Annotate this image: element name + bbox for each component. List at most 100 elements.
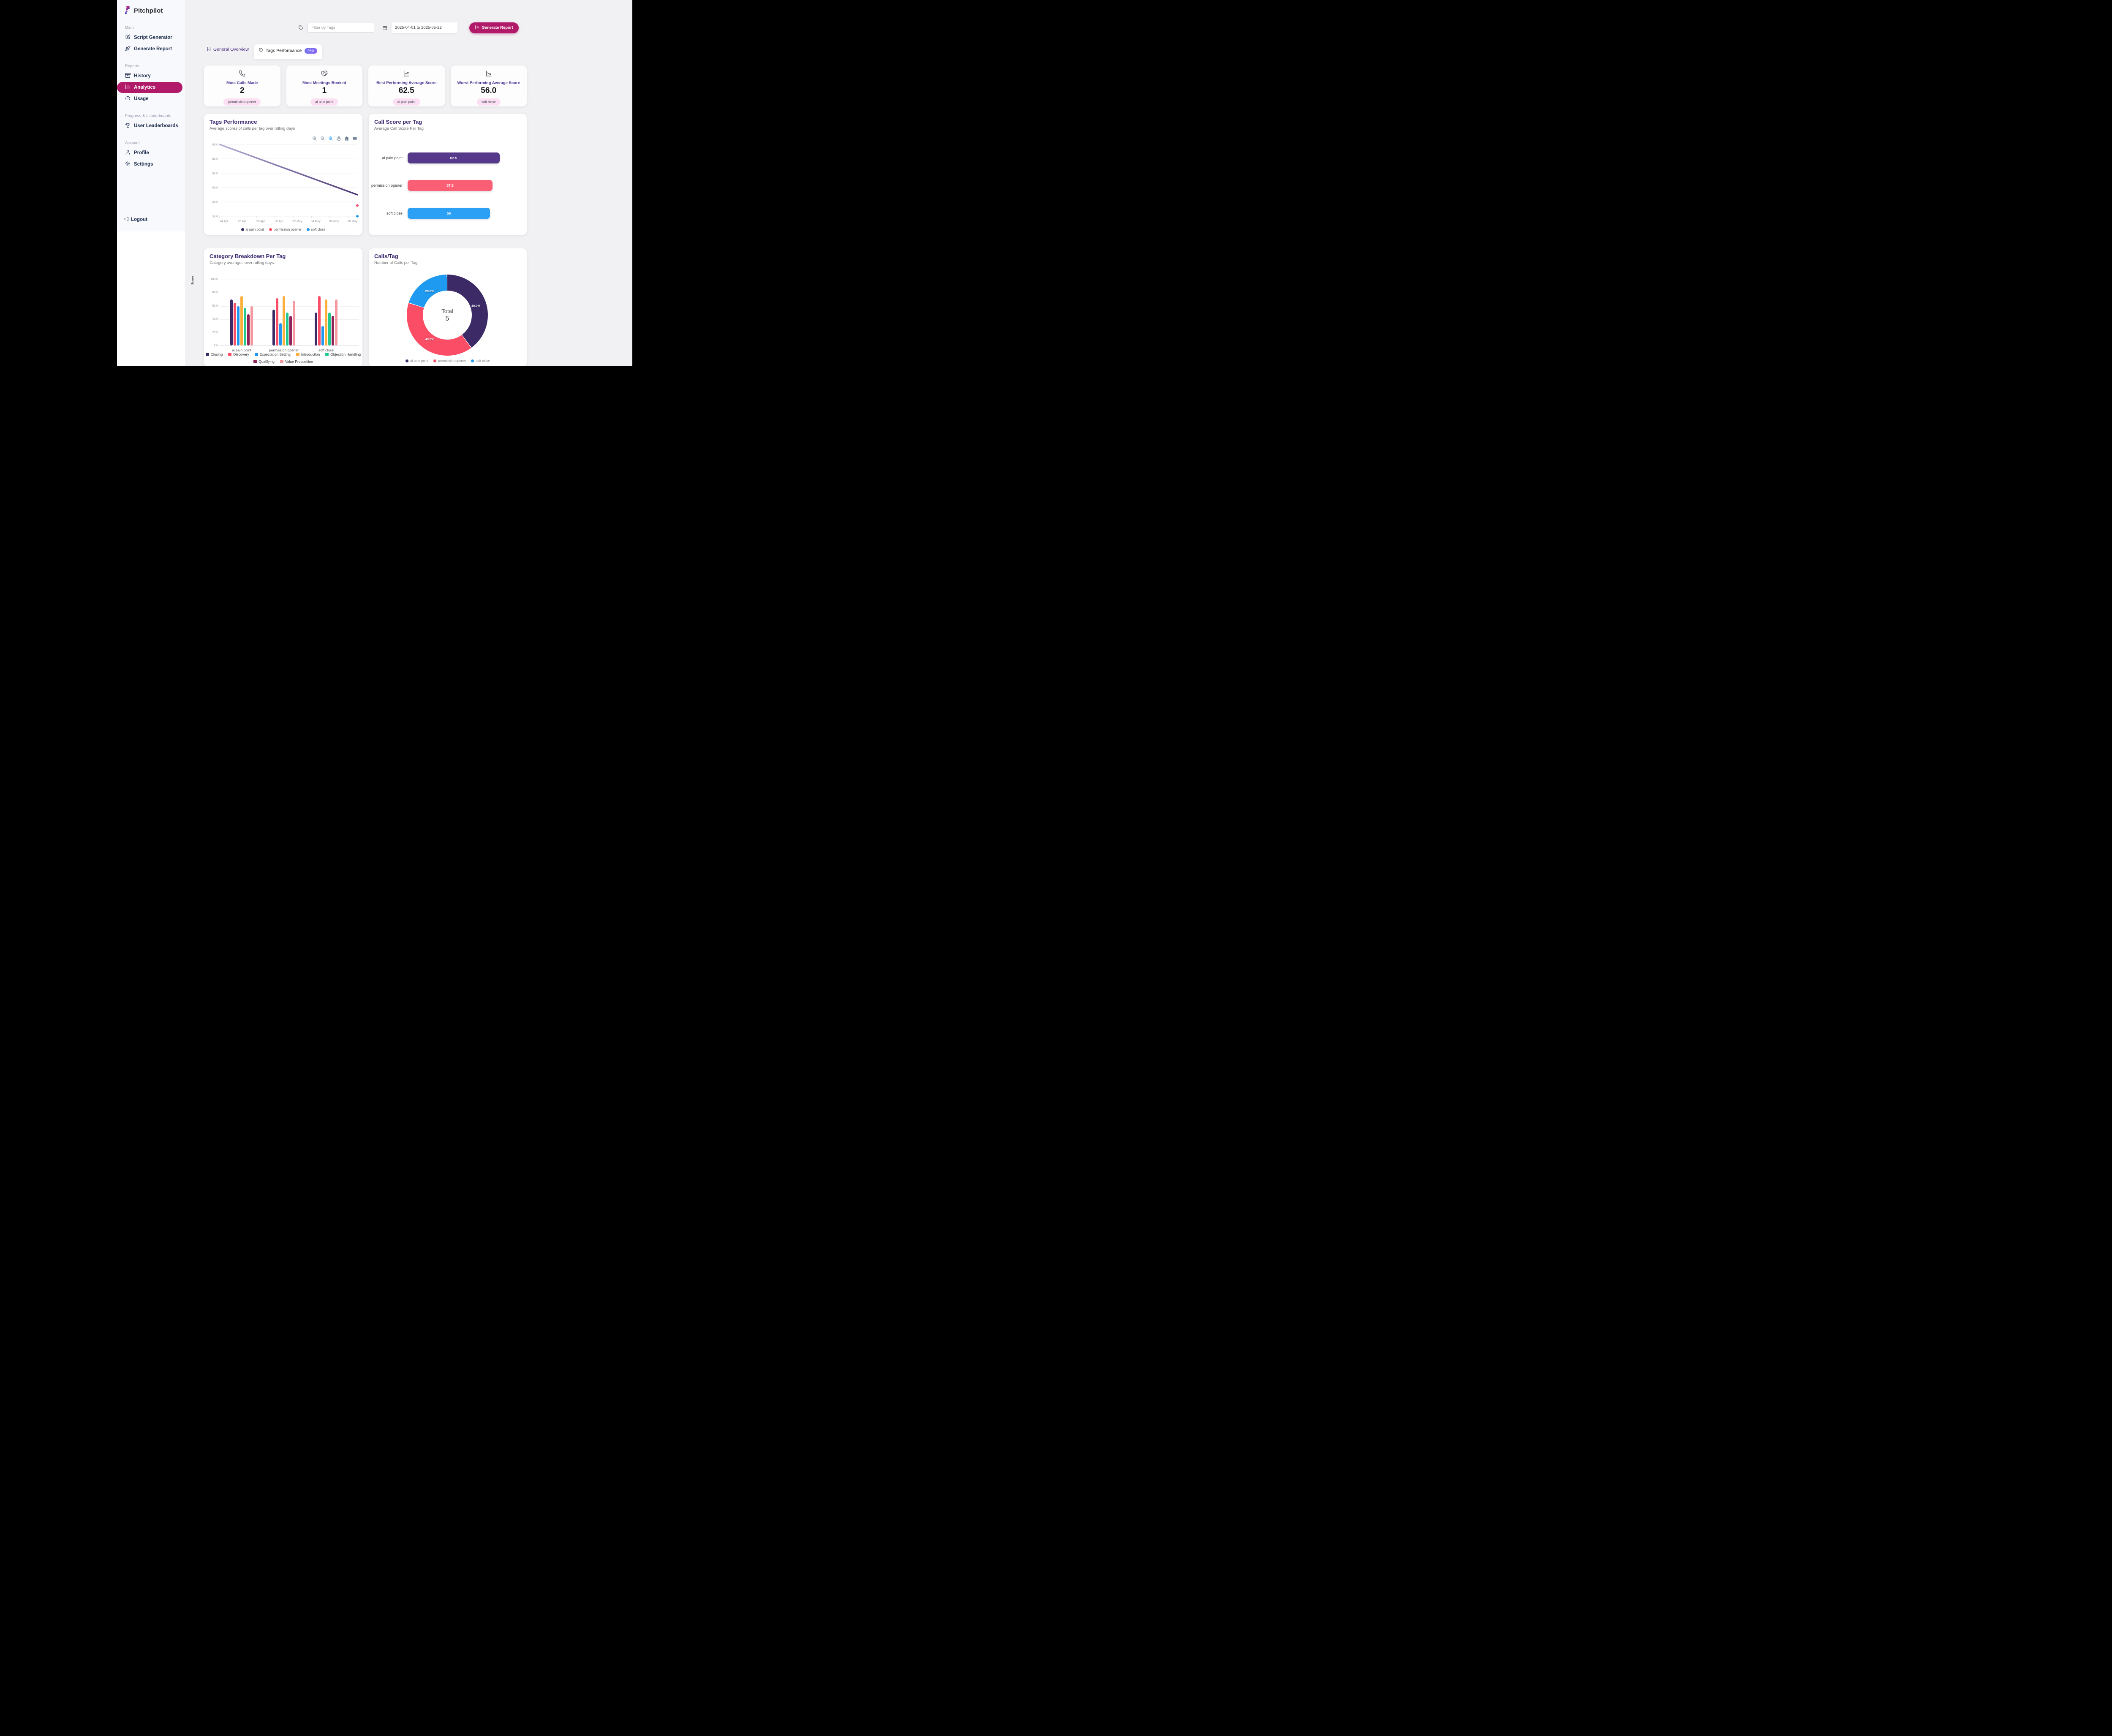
legend-item-Qualifying[interactable]: Qualifying [253, 359, 275, 364]
bar-Discovery [276, 298, 278, 346]
legend-label: Value Proposition [285, 359, 313, 364]
stat-card-value: 2 [240, 86, 245, 95]
bar-Qualifying [247, 314, 250, 346]
y-tick-label: 80.0 [212, 291, 218, 294]
svg-text:62.0: 62.0 [212, 172, 218, 175]
x-category-label: permission opener [269, 348, 299, 352]
svg-text:06 May: 06 May [329, 220, 339, 223]
selection-zoom-icon[interactable] [328, 136, 333, 141]
legend-item-ai-pain-point[interactable]: ai pain point [241, 228, 264, 231]
hbar-row-bar: 56 [408, 208, 490, 219]
stat-card-tag-badge: ai pain point [392, 98, 420, 106]
app-logo: Pitchpilot [117, 0, 185, 16]
tab-general-overview[interactable]: General Overview [204, 46, 254, 56]
hbar-row-label: soft close [386, 211, 403, 215]
call-score-per-tag-card: Call Score per Tag Average Call Score Pe… [369, 114, 527, 235]
handshake-icon [321, 70, 328, 79]
sidebar-item-label: Generate Report [134, 46, 172, 52]
legend-label: permission opener [438, 359, 466, 363]
legend-item-permission-opener[interactable]: permission opener [433, 359, 466, 363]
sidebar-item-history[interactable]: History [117, 71, 185, 82]
svg-text:56.0: 56.0 [212, 215, 218, 218]
sidebar-item-script-generator[interactable]: Script Generator [117, 32, 185, 43]
legend-item-soft-close[interactable]: soft close [471, 359, 490, 363]
legend-item-Discovery[interactable]: Discovery [228, 352, 249, 356]
donut-slice-label: 40.0% [471, 304, 481, 308]
sidebar-section-label: Reports [125, 64, 139, 68]
legend-marker [228, 353, 232, 356]
sidebar-item-logout[interactable]: Logout [124, 216, 147, 223]
calls-per-tag-card: Calls/Tag Number of Calls per Tag Total … [369, 248, 527, 366]
sidebar-nav: Main Script Generator Generate Report Repor… [117, 25, 185, 170]
bar-Objection-Handling [286, 313, 288, 346]
svg-text:66.0: 66.0 [212, 144, 218, 147]
legend-label: Closing [210, 352, 223, 356]
legend-item-Closing[interactable]: Closing [205, 352, 223, 356]
bar-group-ai-pain-point [230, 296, 253, 346]
svg-text:26 Apr: 26 Apr [238, 220, 247, 223]
filter-by-tags-input[interactable] [308, 23, 375, 33]
legend-marker [205, 353, 209, 356]
hbar-row-bar: 57.5 [408, 180, 493, 191]
legend-marker [433, 359, 437, 362]
hbar-row-soft-close: soft close 56 [369, 208, 527, 219]
legend-label: ai pain point [410, 359, 429, 363]
svg-text:08 May: 08 May [348, 220, 357, 223]
sidebar-item-profile[interactable]: Profile [117, 147, 185, 158]
svg-text:58.0: 58.0 [212, 201, 218, 204]
category-breakdown-card: Category Breakdown Per Tag Category aver… [191, 248, 362, 366]
zoom-out-icon[interactable] [320, 136, 325, 141]
sidebar-item-user-leaderboards[interactable]: User Leaderboards [117, 120, 185, 131]
legend-item-soft-close[interactable]: soft close [306, 228, 325, 231]
donut-chart: Total 5 40.0% 40.0% 20.0% [407, 275, 488, 356]
tab-tags-performance[interactable]: Tags Performance PRO [254, 44, 322, 59]
home-icon[interactable] [344, 136, 349, 141]
stat-card-value: 56.0 [481, 86, 497, 95]
sidebar-item-generate-report[interactable]: Generate Report [117, 44, 185, 54]
legend-label: Expectation Setting [259, 352, 291, 356]
date-range-input[interactable] [391, 22, 458, 33]
bar-Objection-Handling [328, 313, 331, 346]
stat-card: Worst Performing Average Score 56.0 soft c… [450, 65, 527, 106]
donut-slice-label: 20.0% [425, 289, 434, 293]
pan-icon[interactable] [336, 136, 341, 141]
sidebar-item-analytics[interactable]: Analytics [117, 82, 182, 93]
sidebar-item-usage[interactable]: Usage [117, 93, 185, 104]
trend-down-icon [485, 70, 492, 79]
legend-label: Introduction [301, 352, 320, 356]
svg-text:04 May: 04 May [311, 220, 321, 223]
legend-item-Expectation-Setting[interactable]: Expectation Setting [254, 352, 291, 356]
gear-icon [125, 161, 131, 168]
legend-item-permission-opener[interactable]: permission opener [269, 228, 302, 231]
phone-icon [239, 70, 245, 79]
generate-report-button[interactable]: Generate Report [469, 22, 519, 33]
bar-Expectation-Setting [321, 326, 324, 346]
legend-item-Objection-Handling[interactable]: Objection Handling [325, 352, 361, 356]
legend-marker [241, 228, 244, 231]
stat-card-value: 1 [322, 86, 327, 95]
donut-legend: ai pain point permission opener soft close [369, 359, 527, 363]
bar-Discovery [234, 303, 236, 346]
menu-icon[interactable] [352, 136, 357, 141]
stat-cards-row: Most Calls Made 2 permission opener Most Me… [204, 65, 527, 106]
pitchpilot-logo-icon [125, 5, 131, 16]
legend-item-Value-Proposition[interactable]: Value Proposition [280, 359, 313, 364]
legend-item-ai-pain-point[interactable]: ai pain point [406, 359, 428, 363]
sidebar-item-settings[interactable]: Settings [117, 159, 185, 170]
zoom-in-icon[interactable] [312, 136, 317, 141]
hbar-row-label: permission opener [371, 183, 403, 188]
legend-label: Discovery [233, 352, 249, 356]
legend-item-Introduction[interactable]: Introduction [296, 352, 320, 356]
logout-icon [124, 216, 129, 223]
y-tick-label: 0.0 [214, 344, 218, 347]
stat-card: Most Meetings Booked 1 ai pain point [286, 65, 362, 106]
legend-marker [406, 359, 409, 362]
app-window: Pitchpilot Main Script Generator Generate … [117, 0, 632, 366]
tag-icon [259, 48, 264, 54]
stat-card: Best Performing Average Score 62.5 ai pain… [368, 65, 445, 106]
legend-marker [471, 359, 474, 362]
stat-card-tag-badge: permission opener [223, 98, 261, 106]
chart-title: Tags Performance [210, 119, 257, 125]
sidebar-section-label: Progress & Leaderboards [125, 114, 171, 118]
bookmark-icon [207, 46, 211, 52]
